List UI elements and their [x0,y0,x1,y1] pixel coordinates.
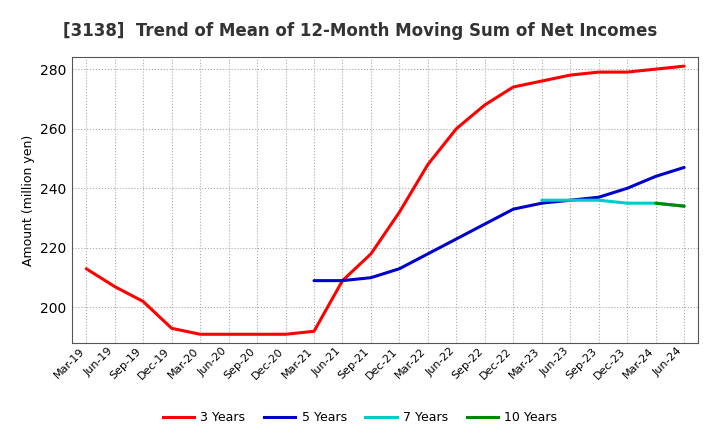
5 Years [509,206,518,212]
3 Years [509,84,518,90]
7 Years [680,204,688,209]
10 Years [652,201,660,206]
5 Years [338,278,347,283]
7 Years [595,198,603,203]
3 Years [110,284,119,289]
5 Years [423,251,432,257]
5 Years [595,194,603,200]
5 Years [537,201,546,206]
3 Years [680,63,688,69]
5 Years [452,236,461,242]
Line: 7 Years: 7 Years [541,200,684,206]
3 Years [623,70,631,75]
3 Years [452,126,461,131]
3 Years [338,278,347,283]
3 Years [310,329,318,334]
5 Years [480,221,489,227]
5 Years [366,275,375,280]
3 Years [423,162,432,167]
3 Years [282,332,290,337]
5 Years [652,174,660,179]
Line: 3 Years: 3 Years [86,66,684,334]
3 Years [82,266,91,271]
3 Years [652,66,660,72]
3 Years [395,209,404,215]
3 Years [595,70,603,75]
Line: 10 Years: 10 Years [656,203,684,206]
7 Years [566,198,575,203]
7 Years [652,201,660,206]
5 Years [395,266,404,271]
3 Years [167,326,176,331]
Y-axis label: Amount (million yen): Amount (million yen) [22,135,35,266]
3 Years [480,102,489,107]
3 Years [537,78,546,84]
10 Years [680,204,688,209]
5 Years [680,165,688,170]
Text: [3138]  Trend of Mean of 12-Month Moving Sum of Net Incomes: [3138] Trend of Mean of 12-Month Moving … [63,22,657,40]
Line: 5 Years: 5 Years [314,168,684,281]
3 Years [196,332,204,337]
5 Years [566,198,575,203]
7 Years [537,198,546,203]
3 Years [566,73,575,78]
3 Years [366,251,375,257]
Legend: 3 Years, 5 Years, 7 Years, 10 Years: 3 Years, 5 Years, 7 Years, 10 Years [158,407,562,429]
3 Years [253,332,261,337]
5 Years [623,186,631,191]
7 Years [623,201,631,206]
3 Years [139,299,148,304]
3 Years [225,332,233,337]
5 Years [310,278,318,283]
